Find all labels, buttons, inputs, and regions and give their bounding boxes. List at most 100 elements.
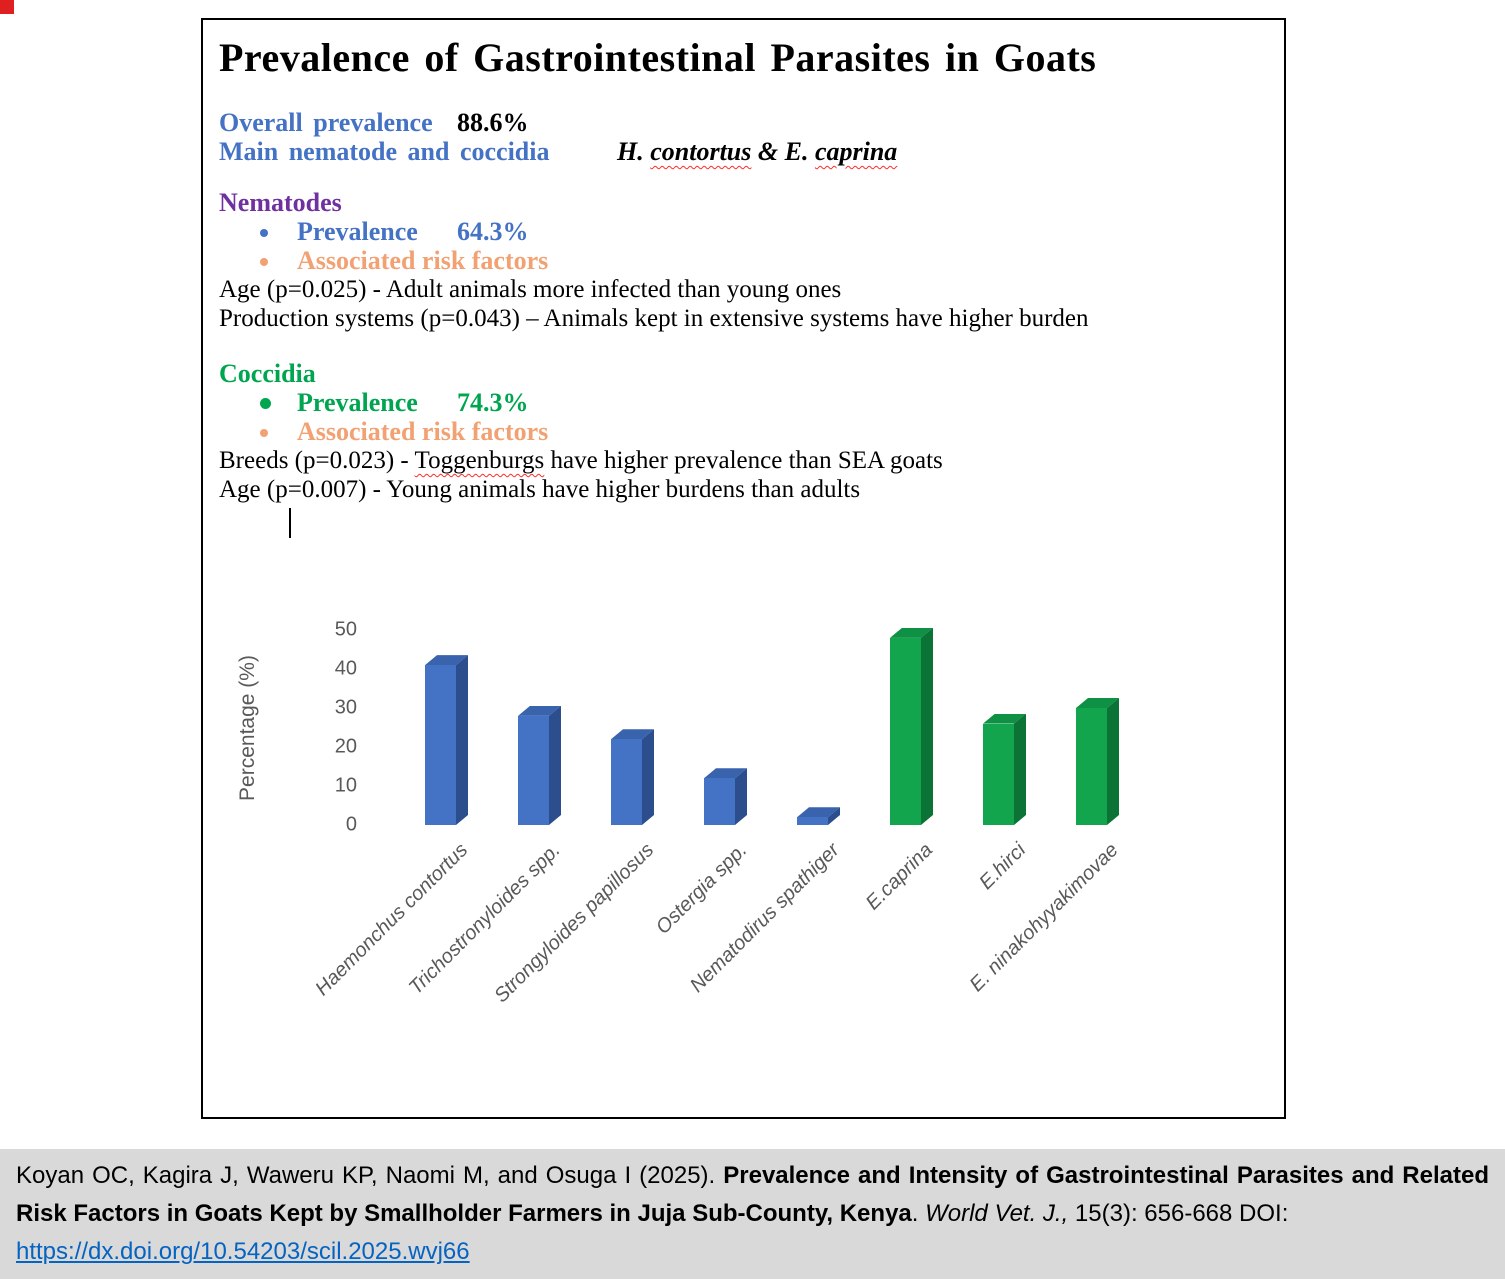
x-axis-label: Haemonchus contortus	[311, 839, 473, 1000]
citation-authors: Koyan OC, Kagira J, Waweru KP, Naomi M, …	[16, 1162, 724, 1189]
nematodes-risk-row: Associated risk factors	[219, 246, 1268, 275]
bar-slot: Strongyloides papillosus	[490, 630, 679, 1007]
bar-chart: Percentage (%) 0 10 20 30 40 50 Haemonchus co…	[219, 616, 1268, 1056]
bar-nematode	[425, 655, 468, 825]
nematodes-heading: Nematodes	[219, 188, 342, 217]
nematodes-risk-line-2: Production systems (p=0.043) – Animals k…	[219, 305, 1089, 332]
citation-article-title: Prevalence and Intensity of Gastrointest…	[16, 1162, 1489, 1227]
y-tick-label: 30	[334, 696, 357, 719]
x-axis-label: Nematodirus spathiger	[686, 839, 845, 997]
species-e-prefix: E.	[784, 137, 815, 166]
nematodes-prevalence-value: 64.3%	[457, 217, 529, 246]
y-tick-label: 0	[345, 813, 357, 836]
nematodes-risk-label: Associated risk factors	[297, 246, 549, 275]
plot-area: Haemonchus contortus Trichostronyloides s…	[311, 627, 1144, 1007]
y-axis-title-text: Percentage (%)	[236, 654, 259, 801]
y-tick-label: 20	[334, 735, 357, 758]
bar-slot: Trichostronyloides spp.	[405, 630, 586, 999]
bullet-icon	[260, 257, 268, 266]
coccidia-heading: Coccidia	[219, 359, 316, 388]
x-axis-label: Ostergia spp.	[651, 839, 752, 939]
y-tick-label: 50	[334, 618, 357, 641]
y-axis-title: Percentage (%)	[233, 630, 263, 825]
coccidia-risk-line-1: Breeds (p=0.023) - Toggenburgs have high…	[219, 446, 1268, 475]
main-species-names: H. contortus & E. caprina	[617, 137, 897, 166]
bar-front-face	[425, 665, 456, 825]
bar-top-face	[611, 729, 654, 740]
bar-front-face	[1076, 708, 1107, 825]
red-corner-marker	[0, 0, 14, 14]
bar-side-face	[921, 628, 933, 825]
bar-nematode	[611, 729, 654, 825]
overall-prevalence-label: Overall prevalence	[219, 108, 433, 137]
y-tick-label: 40	[334, 657, 357, 680]
coccidia-prevalence-value: 74.3%	[457, 388, 529, 417]
bar-slot: Haemonchus contortus	[311, 630, 493, 1000]
y-tick-label: 10	[334, 774, 357, 797]
nematodes-prevalence-row: Prevalence 64.3%	[219, 217, 1268, 246]
bar-side-face	[642, 729, 654, 825]
x-axis-label: Strongyloides papillosus	[489, 839, 659, 1008]
main-species-label: Main nematode and coccidia	[219, 137, 550, 166]
bar-top-face	[797, 807, 840, 818]
bar-slot: Ostergia spp.	[651, 630, 772, 939]
main-species-row: Main nematode and coccidia H. contortus &…	[219, 137, 1268, 166]
bar-side-face	[1014, 714, 1026, 825]
nematodes-prevalence-label: Prevalence	[297, 217, 418, 246]
x-axis-label: E.caprina	[861, 839, 938, 915]
coccidia-risk-label: Associated risk factors	[297, 417, 549, 446]
bar-top-face	[1076, 698, 1119, 708]
bar-side-face	[549, 706, 561, 825]
species-ampersand: &	[751, 137, 785, 166]
species-h-prefix: H.	[617, 137, 651, 166]
x-axis-label: E.hirci	[975, 839, 1031, 894]
bullet-icon	[260, 228, 268, 237]
citation-bar: Koyan OC, Kagira J, Waweru KP, Naomi M, …	[0, 1149, 1505, 1279]
bar-slot: E.hirci	[958, 630, 1051, 894]
citation-journal: World Vet. J.,	[925, 1200, 1069, 1227]
bar-coccidia	[890, 627, 933, 825]
bar-front-face	[704, 778, 735, 825]
coccidia-prevalence-row: Prevalence 74.3%	[219, 388, 1268, 417]
coccidia-risk-row: Associated risk factors	[219, 417, 1268, 446]
breeds-post: have higher prevalence than SEA goats	[544, 447, 943, 474]
bar-nematode	[704, 768, 747, 825]
bullet-icon	[260, 398, 271, 410]
bar-coccidia	[1076, 698, 1119, 825]
text-cursor[interactable]	[289, 508, 291, 538]
nematodes-risk-line-1: Age (p=0.025) - Adult animals more infec…	[219, 276, 842, 303]
bar-side-face	[1107, 698, 1119, 825]
y-ticks: 0 10 20 30 40 50	[299, 619, 369, 836]
citation-volume-pages: 15(3): 656-668 DOI:	[1068, 1200, 1289, 1227]
species-e-name: caprina	[814, 137, 898, 166]
bar-nematode	[518, 705, 561, 825]
bar-slot: E.caprina	[862, 627, 958, 914]
bar-front-face	[983, 723, 1014, 825]
species-h-name: contortus	[650, 137, 752, 166]
figure-title: Prevalence of Gastrointestinal Parasites…	[219, 35, 1097, 80]
coccidia-risk-line-2: Age (p=0.007) - Young animals have highe…	[219, 476, 861, 503]
bar-side-face	[735, 768, 747, 825]
bar-slot: Nematodirus spathiger	[686, 630, 865, 997]
doi-link[interactable]: https://dx.doi.org/10.54203/scil.2025.wv…	[16, 1238, 470, 1265]
breeds-pre: Breeds (p=0.023) -	[219, 447, 415, 474]
bar-top-face	[518, 705, 561, 716]
bar-top-face	[704, 768, 747, 779]
breeds-wavy-word: Toggenburgs	[414, 447, 545, 474]
overall-prevalence-row: Overall prevalence 88.6%	[219, 108, 1268, 137]
citation-separator: .	[911, 1200, 926, 1227]
overall-prevalence-value: 88.6%	[457, 108, 529, 137]
bar-coccidia	[983, 713, 1026, 825]
bar-front-face	[611, 739, 642, 825]
spacer	[219, 166, 1268, 188]
bar-top-face	[983, 713, 1026, 724]
bar-slot: E. ninakohyyakimovae	[966, 630, 1144, 996]
bar-front-face	[797, 817, 828, 825]
bar-top-face	[890, 627, 933, 638]
bar-side-face	[456, 655, 468, 825]
figure-panel: Prevalence of Gastrointestinal Parasites…	[201, 18, 1286, 1119]
spacer	[219, 333, 1268, 359]
bar-front-face	[890, 637, 921, 825]
bar-front-face	[518, 715, 549, 825]
